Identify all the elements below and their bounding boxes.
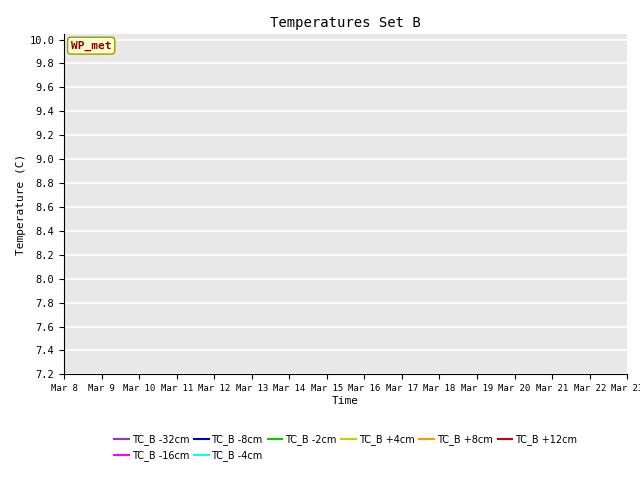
Text: WP_met: WP_met <box>71 40 111 51</box>
Title: Temperatures Set B: Temperatures Set B <box>270 16 421 30</box>
Y-axis label: Temperature (C): Temperature (C) <box>17 154 26 254</box>
Legend: TC_B -32cm, TC_B -16cm, TC_B -8cm, TC_B -4cm, TC_B -2cm, TC_B +4cm, TC_B +8cm, T: TC_B -32cm, TC_B -16cm, TC_B -8cm, TC_B … <box>110 431 581 465</box>
X-axis label: Time: Time <box>332 396 359 406</box>
